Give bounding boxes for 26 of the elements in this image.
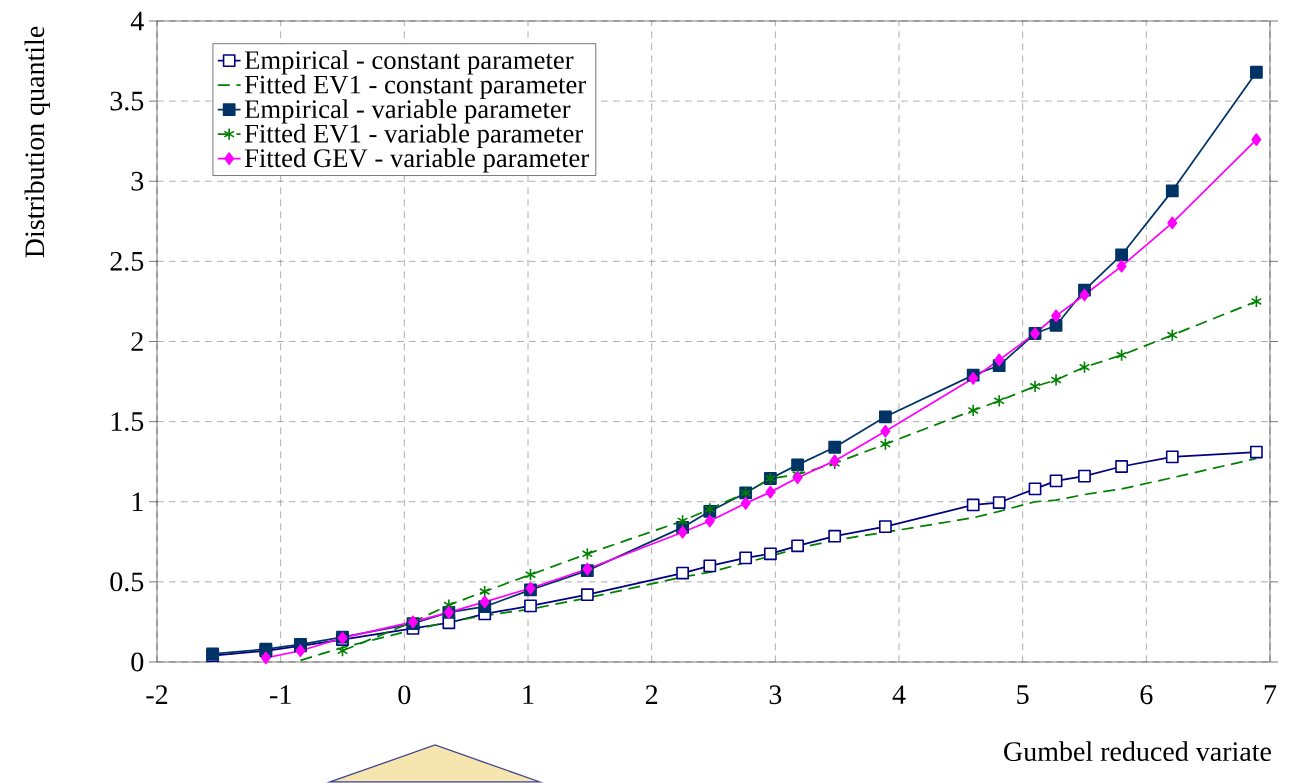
y-tick-label: 3.5 [110, 91, 144, 111]
x-tick-label: 7 [1264, 685, 1277, 704]
legend-label: Empirical - variable parameter [244, 99, 571, 124]
y-tick-label: 4 [130, 11, 144, 31]
y-axis-title: Distribution quantile [24, 26, 50, 258]
x-tick-label: 4 [892, 685, 906, 704]
legend-label: Empirical - constant parameter [244, 50, 574, 75]
x-tick-label: 1 [523, 685, 534, 705]
x-axis-title: Gumbel reduced variate [1004, 741, 1271, 762]
x-tick-label: 5 [1017, 685, 1029, 705]
y-tick-label: 0.5 [110, 572, 144, 592]
y-tick-label: 0 [131, 652, 144, 672]
x-tick-label: 6 [1140, 685, 1153, 705]
x-tick-label: 2 [645, 685, 658, 705]
legend-label: Fitted GEV - variable parameter [244, 148, 589, 173]
y-tick-label: 1.5 [111, 412, 144, 432]
x-tick-label: 0 [398, 685, 411, 705]
legend-label: Fitted EV1 - variable parameter [244, 124, 583, 149]
x-tick-label: -2 [146, 685, 168, 705]
y-tick-label: 2.5 [110, 252, 144, 272]
x-tick-label: -1 [270, 685, 291, 705]
y-tick-label: 3 [131, 172, 144, 191]
x-tick-label: 3 [769, 685, 782, 705]
y-tick-label: 2 [131, 332, 143, 351]
legend-label: Fitted EV1 - constant parameter [244, 75, 586, 100]
y-tick-label: 1 [132, 492, 143, 512]
